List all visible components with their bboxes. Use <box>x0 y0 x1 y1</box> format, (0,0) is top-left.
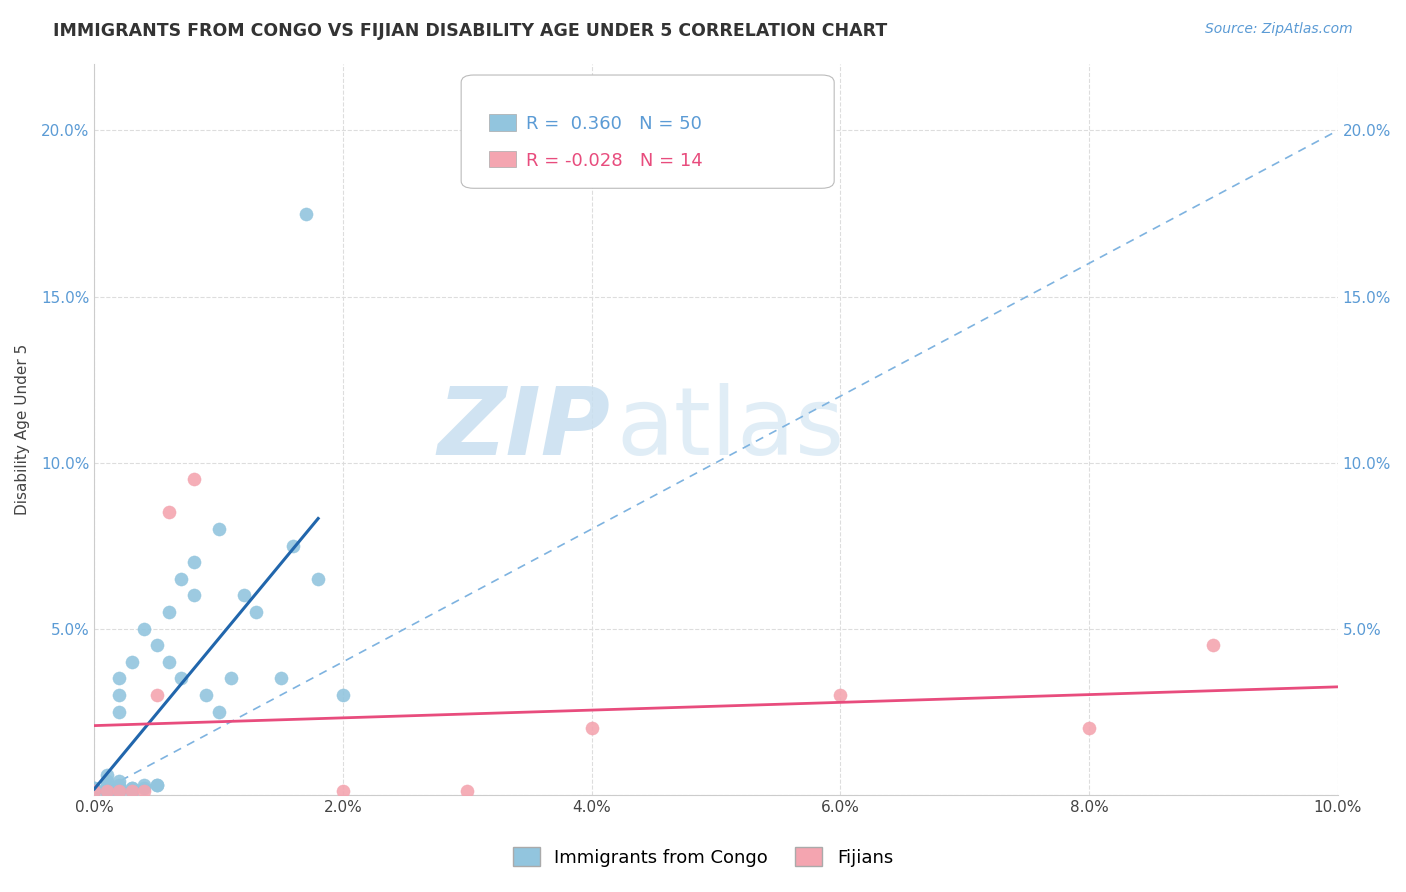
Point <box>108 784 131 798</box>
Point <box>96 768 118 782</box>
Point <box>108 780 131 795</box>
Point <box>332 784 354 798</box>
Point <box>232 589 254 603</box>
Point <box>83 780 105 795</box>
Point <box>96 780 118 795</box>
Legend: Immigrants from Congo, Fijians: Immigrants from Congo, Fijians <box>506 840 900 874</box>
Point <box>830 688 852 702</box>
Point <box>108 784 131 798</box>
Point <box>332 688 354 702</box>
Point <box>121 784 143 798</box>
Point <box>145 688 167 702</box>
Point <box>83 784 105 798</box>
Point <box>83 784 105 798</box>
Point <box>219 672 242 686</box>
Point <box>183 472 205 486</box>
Point <box>96 780 118 795</box>
Point <box>157 605 180 619</box>
Point <box>1078 721 1101 735</box>
Point <box>121 655 143 669</box>
Point <box>145 778 167 792</box>
Point <box>96 774 118 789</box>
Point <box>83 784 105 798</box>
Point <box>96 784 118 798</box>
Point <box>96 784 118 798</box>
Point <box>183 589 205 603</box>
Text: R =  0.360   N = 50: R = 0.360 N = 50 <box>526 115 702 133</box>
Point <box>183 555 205 569</box>
Point <box>294 206 316 220</box>
Point <box>83 780 105 795</box>
Point <box>132 780 155 795</box>
Point <box>170 672 193 686</box>
Point <box>581 721 603 735</box>
Point <box>132 622 155 636</box>
Point <box>270 672 292 686</box>
Text: Source: ZipAtlas.com: Source: ZipAtlas.com <box>1205 22 1353 37</box>
Point <box>245 605 267 619</box>
Point <box>208 705 231 719</box>
Point <box>96 784 118 798</box>
Point <box>108 774 131 789</box>
Point <box>108 672 131 686</box>
Point <box>96 784 118 798</box>
Point <box>108 705 131 719</box>
Text: ZIP: ZIP <box>437 384 610 475</box>
Y-axis label: Disability Age Under 5: Disability Age Under 5 <box>15 343 30 515</box>
FancyBboxPatch shape <box>488 151 516 167</box>
Point <box>121 780 143 795</box>
Point <box>108 784 131 798</box>
Text: R = -0.028   N = 14: R = -0.028 N = 14 <box>526 152 703 169</box>
Point <box>96 784 118 798</box>
Point <box>157 655 180 669</box>
Point <box>145 638 167 652</box>
Point <box>108 778 131 792</box>
FancyBboxPatch shape <box>488 114 516 130</box>
Point <box>145 778 167 792</box>
Point <box>132 778 155 792</box>
Point <box>96 778 118 792</box>
Point <box>108 688 131 702</box>
Point <box>108 780 131 795</box>
Point <box>121 784 143 798</box>
Point <box>121 780 143 795</box>
Point <box>132 784 155 798</box>
Point <box>195 688 218 702</box>
FancyBboxPatch shape <box>461 75 834 188</box>
Point <box>170 572 193 586</box>
Point <box>283 539 305 553</box>
Text: atlas: atlas <box>617 384 845 475</box>
Point <box>157 505 180 519</box>
Point <box>121 784 143 798</box>
Text: IMMIGRANTS FROM CONGO VS FIJIAN DISABILITY AGE UNDER 5 CORRELATION CHART: IMMIGRANTS FROM CONGO VS FIJIAN DISABILI… <box>53 22 887 40</box>
Point <box>307 572 329 586</box>
Point <box>456 784 478 798</box>
Point <box>1202 638 1225 652</box>
Point <box>208 522 231 536</box>
